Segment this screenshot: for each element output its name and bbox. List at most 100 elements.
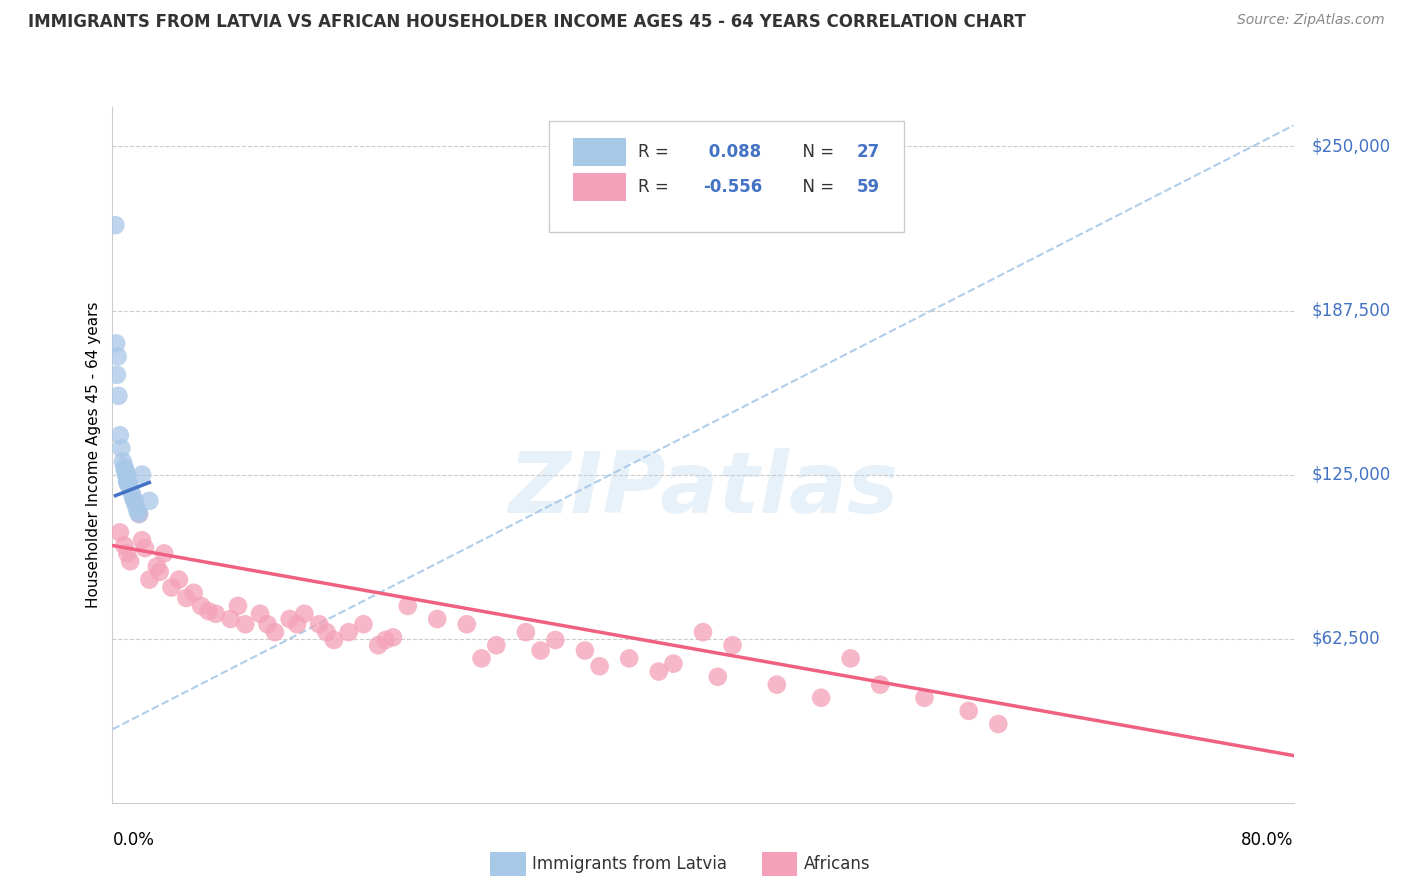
Point xyxy=(396,599,419,613)
Point xyxy=(120,554,142,568)
Point xyxy=(382,631,405,645)
Point xyxy=(117,473,138,487)
Point xyxy=(160,581,183,595)
Point xyxy=(839,651,862,665)
Text: Africans: Africans xyxy=(803,855,870,873)
Point xyxy=(110,442,132,456)
Point xyxy=(647,665,671,679)
Point xyxy=(131,533,153,548)
Point xyxy=(810,690,832,705)
Text: $250,000: $250,000 xyxy=(1312,137,1391,155)
Point xyxy=(707,670,730,684)
Point xyxy=(149,565,172,579)
Text: $62,500: $62,500 xyxy=(1312,630,1379,648)
Point xyxy=(249,607,271,621)
Text: Immigrants from Latvia: Immigrants from Latvia xyxy=(531,855,727,873)
Point xyxy=(115,470,138,484)
Point xyxy=(124,494,146,508)
Point xyxy=(131,467,153,482)
Point xyxy=(323,633,346,648)
Point xyxy=(117,475,138,490)
Point xyxy=(108,525,131,540)
Point xyxy=(183,586,205,600)
Point xyxy=(120,481,142,495)
Point xyxy=(662,657,685,671)
Point xyxy=(470,651,494,665)
Point xyxy=(108,428,131,442)
Text: -0.556: -0.556 xyxy=(703,178,762,196)
Point xyxy=(374,633,396,648)
Text: N =: N = xyxy=(792,178,839,196)
Point xyxy=(205,607,228,621)
Point xyxy=(485,638,508,652)
Point xyxy=(352,617,374,632)
Point xyxy=(619,651,641,665)
FancyBboxPatch shape xyxy=(550,121,904,232)
Point xyxy=(167,573,190,587)
Point xyxy=(127,504,149,518)
Point xyxy=(226,599,249,613)
Point xyxy=(125,499,148,513)
Point xyxy=(456,617,478,632)
Point xyxy=(114,462,136,476)
Point xyxy=(308,617,330,632)
Point xyxy=(285,617,308,632)
Point xyxy=(112,459,135,474)
Text: 27: 27 xyxy=(856,144,880,161)
Point xyxy=(256,617,278,632)
Bar xyxy=(762,852,797,876)
Bar xyxy=(491,852,526,876)
Point xyxy=(134,541,156,555)
Text: R =: R = xyxy=(638,178,673,196)
Point xyxy=(219,612,242,626)
Point xyxy=(692,625,714,640)
Point xyxy=(107,350,129,364)
Text: N =: N = xyxy=(792,144,839,161)
Point xyxy=(544,633,567,648)
Point xyxy=(138,494,160,508)
Point xyxy=(105,368,128,382)
Text: 0.088: 0.088 xyxy=(703,144,761,161)
Text: $187,500: $187,500 xyxy=(1312,301,1391,319)
Point xyxy=(337,625,360,640)
Point xyxy=(278,612,301,626)
Point xyxy=(146,559,169,574)
Point xyxy=(264,625,287,640)
Point xyxy=(957,704,980,718)
Point xyxy=(128,507,150,521)
Point xyxy=(190,599,212,613)
Point xyxy=(721,638,744,652)
Point xyxy=(117,546,138,560)
Point xyxy=(115,467,138,482)
Point xyxy=(111,454,134,468)
Point xyxy=(529,643,551,657)
Point xyxy=(114,465,136,479)
Text: ZIPatlas: ZIPatlas xyxy=(508,448,898,532)
Y-axis label: Householder Income Ages 45 - 64 years: Householder Income Ages 45 - 64 years xyxy=(86,301,101,608)
Point xyxy=(138,573,160,587)
Point xyxy=(367,638,389,652)
Text: Source: ZipAtlas.com: Source: ZipAtlas.com xyxy=(1237,13,1385,28)
Text: R =: R = xyxy=(638,144,673,161)
Point xyxy=(315,625,337,640)
Point xyxy=(118,478,141,492)
Point xyxy=(128,507,150,521)
Text: 59: 59 xyxy=(856,178,880,196)
Point xyxy=(426,612,449,626)
Bar xyxy=(574,138,626,166)
Point xyxy=(869,678,891,692)
Text: IMMIGRANTS FROM LATVIA VS AFRICAN HOUSEHOLDER INCOME AGES 45 - 64 YEARS CORRELAT: IMMIGRANTS FROM LATVIA VS AFRICAN HOUSEH… xyxy=(28,13,1026,31)
Point xyxy=(104,218,127,232)
Point xyxy=(153,546,176,560)
Text: $125,000: $125,000 xyxy=(1312,466,1391,483)
Point xyxy=(115,467,138,481)
Bar xyxy=(574,173,626,201)
Point xyxy=(117,475,139,490)
Point xyxy=(515,625,537,640)
Point xyxy=(292,607,315,621)
Point xyxy=(174,591,197,605)
Point xyxy=(105,336,128,351)
Point xyxy=(112,539,135,553)
Point xyxy=(121,486,143,500)
Point xyxy=(588,659,610,673)
